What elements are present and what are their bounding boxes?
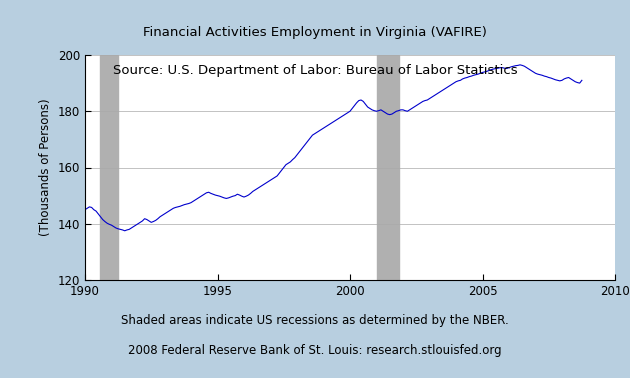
Y-axis label: (Thousands of Persons): (Thousands of Persons) xyxy=(39,99,52,236)
Bar xyxy=(377,55,399,280)
Bar xyxy=(100,55,118,280)
Text: 2008 Federal Reserve Bank of St. Louis: research.stlouisfed.org: 2008 Federal Reserve Bank of St. Louis: … xyxy=(128,344,502,357)
Text: Shaded areas indicate US recessions as determined by the NBER.: Shaded areas indicate US recessions as d… xyxy=(121,314,509,327)
Text: Source: U.S. Department of Labor: Bureau of Labor Statistics: Source: U.S. Department of Labor: Bureau… xyxy=(113,64,517,77)
Text: Financial Activities Employment in Virginia (VAFIRE): Financial Activities Employment in Virgi… xyxy=(143,26,487,39)
